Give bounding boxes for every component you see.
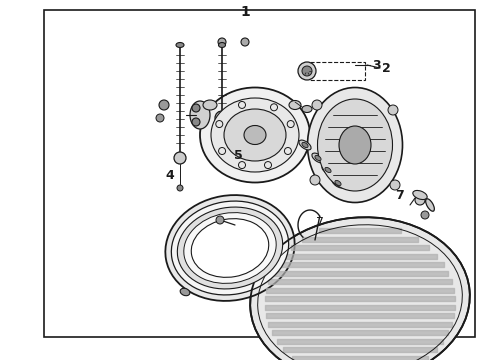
- Ellipse shape: [308, 87, 402, 202]
- Ellipse shape: [299, 140, 311, 150]
- Bar: [44, 10, 475, 337]
- Circle shape: [192, 104, 200, 112]
- Circle shape: [216, 216, 224, 224]
- Circle shape: [218, 38, 226, 46]
- Circle shape: [241, 38, 249, 46]
- Circle shape: [174, 152, 186, 164]
- Ellipse shape: [190, 101, 210, 129]
- Circle shape: [215, 111, 229, 125]
- Ellipse shape: [302, 105, 312, 113]
- Ellipse shape: [289, 100, 301, 109]
- Ellipse shape: [302, 143, 308, 148]
- Ellipse shape: [219, 42, 225, 48]
- Text: 1: 1: [240, 5, 250, 19]
- Circle shape: [156, 114, 164, 122]
- Circle shape: [255, 105, 261, 111]
- Circle shape: [312, 100, 322, 110]
- Ellipse shape: [184, 213, 276, 283]
- Ellipse shape: [312, 153, 324, 163]
- Ellipse shape: [203, 100, 217, 110]
- Ellipse shape: [224, 109, 286, 161]
- Ellipse shape: [191, 219, 269, 277]
- Ellipse shape: [211, 98, 299, 172]
- Bar: [310, 62, 365, 80]
- Ellipse shape: [335, 180, 341, 186]
- Ellipse shape: [315, 156, 321, 161]
- Circle shape: [298, 62, 316, 80]
- Ellipse shape: [322, 165, 334, 175]
- Ellipse shape: [250, 217, 470, 360]
- Circle shape: [388, 105, 398, 115]
- Ellipse shape: [180, 288, 190, 296]
- Circle shape: [192, 118, 200, 126]
- Text: 5: 5: [234, 149, 243, 162]
- Circle shape: [310, 175, 320, 185]
- Ellipse shape: [176, 42, 184, 48]
- Ellipse shape: [339, 126, 371, 164]
- Circle shape: [177, 185, 183, 191]
- Circle shape: [421, 211, 429, 219]
- Circle shape: [159, 100, 169, 110]
- Circle shape: [390, 180, 400, 190]
- Ellipse shape: [200, 87, 310, 183]
- Ellipse shape: [413, 190, 427, 199]
- Ellipse shape: [244, 126, 266, 144]
- Text: 7: 7: [395, 189, 404, 202]
- Ellipse shape: [325, 167, 331, 172]
- Ellipse shape: [426, 199, 434, 211]
- Text: 7: 7: [316, 216, 324, 229]
- Circle shape: [415, 195, 425, 205]
- Text: 4: 4: [166, 168, 174, 181]
- Ellipse shape: [177, 207, 283, 289]
- Ellipse shape: [165, 195, 294, 301]
- Text: 2: 2: [382, 62, 391, 75]
- Ellipse shape: [332, 178, 344, 188]
- Ellipse shape: [318, 99, 392, 191]
- Text: 3: 3: [372, 59, 381, 72]
- Circle shape: [302, 66, 312, 76]
- Ellipse shape: [172, 201, 289, 295]
